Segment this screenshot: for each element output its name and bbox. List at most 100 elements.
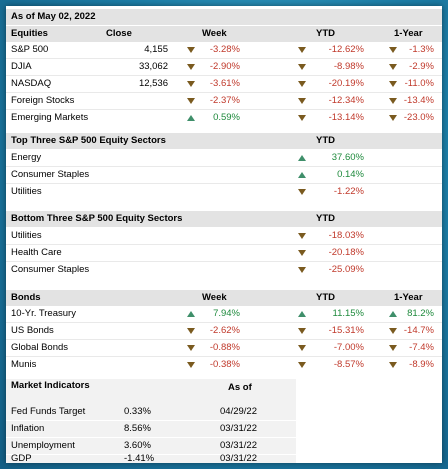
equities-col-week: Week — [202, 28, 227, 39]
down-arrow-icon — [389, 362, 397, 368]
row-asof: 03/31/22 — [220, 440, 257, 451]
row-name: Utilities — [11, 230, 42, 241]
page-title: As of May 02, 2022 — [11, 11, 96, 22]
row-year: -8.9% — [409, 359, 434, 370]
row-name: DJIA — [11, 61, 32, 72]
down-arrow-icon — [389, 64, 397, 70]
down-arrow-icon — [187, 64, 195, 70]
up-arrow-icon — [298, 155, 306, 161]
row-ytd: 0.14% — [337, 169, 364, 180]
row-week: -2.37% — [209, 95, 240, 106]
down-arrow-icon — [187, 81, 195, 87]
top-sectors-col-ytd: YTD — [316, 135, 335, 146]
sector-row: Utilities -1.22% — [6, 184, 442, 200]
row-name: Consumer Staples — [11, 264, 90, 275]
row-name: Global Bonds — [11, 342, 69, 353]
sector-row: Energy 37.60% — [6, 150, 442, 166]
row-week: 0.59% — [213, 112, 240, 123]
sector-row: Health Care -20.18% — [6, 245, 442, 261]
row-year: -2.9% — [409, 61, 434, 72]
row-week: -3.61% — [209, 78, 240, 89]
divider — [6, 322, 442, 323]
sector-row: Consumer Staples 0.14% — [6, 167, 442, 183]
row-name: Foreign Stocks — [11, 95, 75, 106]
row-ytd: -20.18% — [328, 247, 364, 258]
equities-col-year: 1-Year — [394, 28, 423, 39]
row-year: -14.7% — [403, 325, 434, 336]
divider — [6, 244, 442, 245]
up-arrow-icon — [298, 311, 306, 317]
down-arrow-icon — [187, 345, 195, 351]
divider — [6, 109, 442, 110]
equity-row: Foreign Stocks -2.37% -12.34% -13.4% — [6, 93, 442, 109]
row-asof: 03/31/22 — [220, 453, 257, 464]
equities-header: Equities Close Week YTD 1-Year — [6, 26, 442, 42]
up-arrow-icon — [187, 311, 195, 317]
row-week: -2.62% — [209, 325, 240, 336]
row-week: -3.28% — [209, 44, 240, 55]
equity-row: S&P 500 4,155 -3.28% -12.62% -1.3% — [6, 42, 442, 58]
down-arrow-icon — [298, 250, 306, 256]
row-name: US Bonds — [11, 325, 54, 336]
down-arrow-icon — [298, 267, 306, 273]
bonds-col-week: Week — [202, 292, 227, 303]
equity-row: Emerging Markets 0.59% -13.14% -23.0% — [6, 110, 442, 126]
bottom-sectors-title: Bottom Three S&P 500 Equity Sectors — [11, 213, 183, 224]
row-ytd: -12.34% — [328, 95, 364, 106]
bond-row: US Bonds -2.62% -15.31% -14.7% — [6, 323, 442, 339]
row-name: Health Care — [11, 247, 62, 258]
row-name: 10-Yr. Treasury — [11, 308, 76, 319]
indicator-row: GDP -1.41% 03/31/22 — [6, 453, 296, 464]
down-arrow-icon — [389, 115, 397, 121]
down-arrow-icon — [298, 189, 306, 195]
row-name: Emerging Markets — [11, 112, 89, 123]
row-year: -13.4% — [403, 95, 434, 106]
title-bar: As of May 02, 2022 — [6, 9, 442, 25]
row-ytd: -18.03% — [328, 230, 364, 241]
row-year: 81.2% — [407, 308, 434, 319]
divider — [6, 92, 442, 93]
row-ytd: -8.98% — [333, 61, 364, 72]
row-week: 7.94% — [213, 308, 240, 319]
row-week: -2.90% — [209, 61, 240, 72]
row-year: -7.4% — [409, 342, 434, 353]
down-arrow-icon — [389, 47, 397, 53]
row-name: Unemployment — [11, 440, 75, 451]
row-name: Energy — [11, 152, 42, 163]
down-arrow-icon — [187, 47, 195, 53]
row-close: 33,062 — [138, 61, 168, 72]
bond-row: Global Bonds -0.88% -7.00% -7.4% — [6, 340, 442, 356]
down-arrow-icon — [298, 98, 306, 104]
equity-row: NASDAQ 12,536 -3.61% -20.19% -11.0% — [6, 76, 442, 92]
indicators-col-asof: As of — [228, 382, 252, 393]
row-value: 3.60% — [124, 440, 151, 451]
divider — [6, 166, 442, 167]
indicator-row: Unemployment 3.60% 03/31/22 — [6, 438, 296, 454]
bottom-sectors-header: Bottom Three S&P 500 Equity Sectors YTD — [6, 211, 442, 227]
row-ytd: -20.19% — [328, 78, 364, 89]
row-ytd: -13.14% — [328, 112, 364, 123]
row-week: -0.88% — [209, 342, 240, 353]
down-arrow-icon — [389, 328, 397, 334]
row-ytd: -7.00% — [333, 342, 364, 353]
up-arrow-icon — [389, 311, 397, 317]
row-close: 12,536 — [138, 78, 168, 89]
row-week: -0.38% — [209, 359, 240, 370]
market-summary-card: As of May 02, 2022 Equities Close Week Y… — [6, 6, 442, 464]
row-ytd: -8.57% — [333, 359, 364, 370]
up-arrow-icon — [298, 172, 306, 178]
down-arrow-icon — [298, 328, 306, 334]
divider — [6, 356, 442, 357]
down-arrow-icon — [298, 64, 306, 70]
row-name: Consumer Staples — [11, 169, 90, 180]
row-value: -1.41% — [124, 453, 155, 464]
indicators-header: Market Indicators As of — [6, 379, 296, 404]
row-name: Utilities — [11, 186, 42, 197]
equities-col-name: Equities — [11, 28, 48, 39]
row-ytd: -25.09% — [328, 264, 364, 275]
down-arrow-icon — [298, 233, 306, 239]
down-arrow-icon — [389, 81, 397, 87]
bonds-col-name: Bonds — [11, 292, 41, 303]
down-arrow-icon — [187, 98, 195, 104]
row-name: Munis — [11, 359, 37, 370]
